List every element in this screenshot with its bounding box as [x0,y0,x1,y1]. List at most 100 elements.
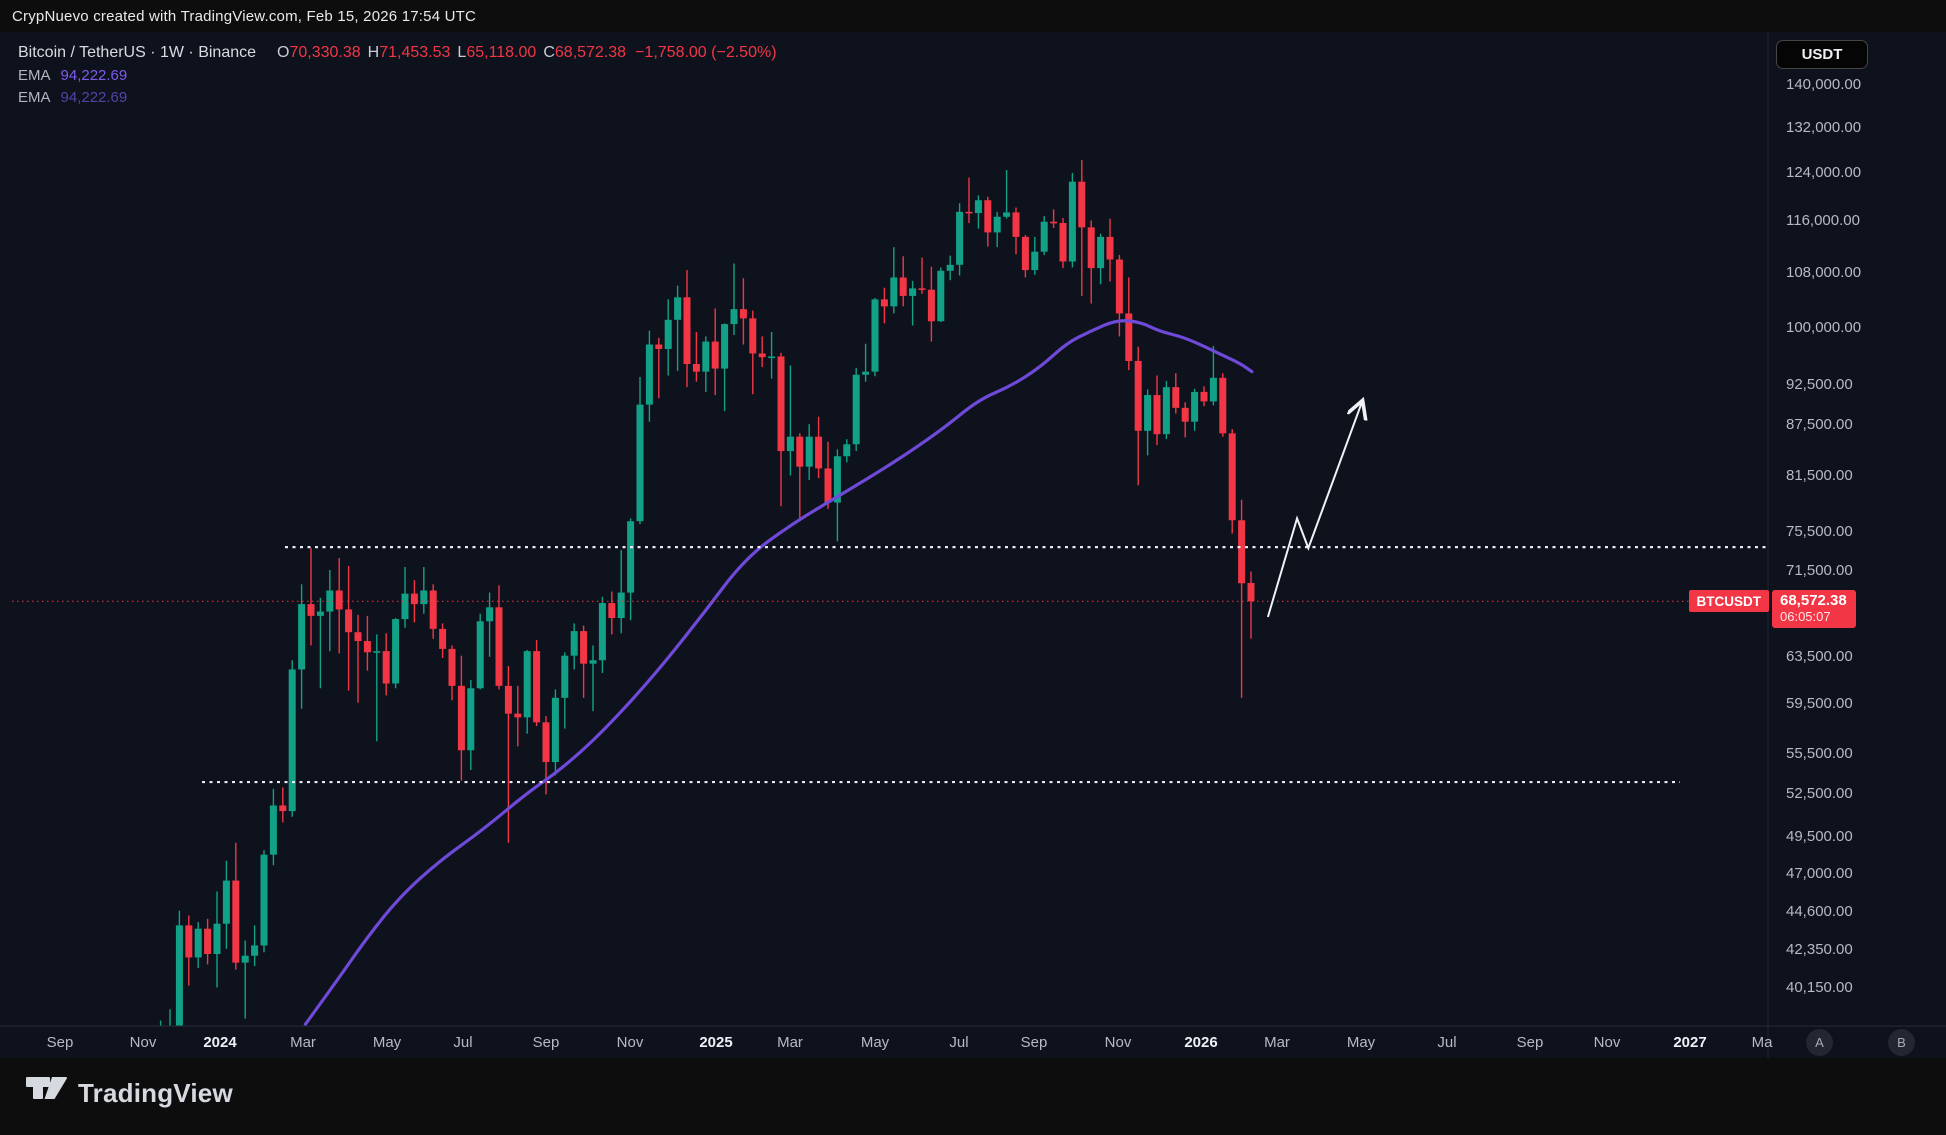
candle-body [974,200,982,214]
candle-body [890,277,898,307]
price-tick-label: 132,000.00 [1786,118,1862,136]
candle-body [946,264,954,271]
candle-body [899,277,907,296]
currency-toggle-button[interactable]: USDT [1776,40,1868,69]
candle-body [589,660,597,664]
candle-body [316,611,324,616]
axis-corner-button-a[interactable]: A [1806,1029,1833,1056]
candle-body [1181,407,1189,422]
candle-body [937,270,945,322]
candle-body [1209,377,1217,402]
candle-body [674,297,682,320]
ohlc-value: 68,572.38 [554,44,627,61]
chart-legend: Bitcoin / TetherUS · 1W · Binance O70,330… [18,44,777,106]
time-tick-label: 2025 [699,1034,733,1051]
price-tick-label: 116,000.00 [1786,212,1860,230]
candle-body [523,651,531,718]
ohlc-letter: O [277,44,290,61]
candle-body [1087,227,1095,269]
candle-body [175,925,183,1026]
time-axis[interactable]: Sep Nov 2024 Mar May Jul Sep Nov 2025 Mar May Jul Se… [0,1026,1946,1059]
candle-body [335,590,343,610]
candle-body [598,603,606,661]
candle-body [354,632,362,642]
tradingview-logo-text: TradingView [78,1077,233,1108]
candle-body [815,436,823,469]
axis-corner-button-b[interactable]: B [1888,1029,1915,1056]
price-tick-label: 140,000.00 [1786,76,1862,94]
time-tick-label: Nov [616,1034,644,1051]
candle-body [420,590,428,605]
candle-body [965,211,973,214]
candle-body [204,928,212,955]
candle-body [768,356,776,359]
candle-body [561,655,569,698]
price-tick-label: 44,600.00 [1786,903,1853,921]
ohlc-letter: C [543,44,555,61]
candle-body [702,341,710,372]
candle-body [1012,212,1020,237]
price-tick-label: 108,000.00 [1786,263,1862,281]
candle-body [1153,395,1161,435]
symbol-price-line-label[interactable]: BTCUSDT [1688,590,1769,613]
candle-body [1050,221,1058,224]
candle-body [833,456,841,503]
time-tick-label: Sep [1020,1034,1048,1051]
ohlc-letter: H [367,44,380,61]
time-tick-label: Sep [532,1034,560,1051]
candle-body [514,713,522,718]
price-tick-label: 124,000.00 [1786,163,1862,181]
candle-body [749,318,757,354]
price-tick-label: 59,500.00 [1786,694,1853,712]
candle-body [786,436,794,452]
projection-arrow-drawing[interactable] [1266,402,1362,618]
price-tick-label: 71,500.00 [1786,562,1853,580]
tradingview-logo-icon [26,1077,67,1099]
ema-legend-row[interactable]: EMA 94,222.69 [18,67,777,84]
ema-legend-value: 94,222.69 [60,89,128,106]
candle-body [843,444,851,457]
candle-body [984,200,992,233]
candle-body [1097,236,1105,269]
candle-body [777,356,785,452]
candle-body [862,371,870,375]
candle-body [382,651,390,684]
candle-body [645,344,653,405]
price-tick-label: 52,500.00 [1786,785,1853,803]
ema-path [303,319,1254,1026]
candle-body [664,319,672,349]
candle-countdown: 06:05:07 [1780,609,1831,625]
chart-pane[interactable] [0,32,1946,1058]
ema-legend-label: EMA [18,67,51,84]
candle-body [871,299,879,372]
time-tick-label: Sep [1516,1034,1544,1051]
candle-body [279,805,287,812]
candle-body [373,651,381,653]
candle-body [1247,582,1255,602]
symbol-title[interactable]: Bitcoin / TetherUS · 1W · Binance [18,44,257,61]
candle-body [796,436,804,467]
candle-body [439,628,447,649]
current-price-tag[interactable]: 68,572.38 06:05:07 [1772,590,1856,629]
candle-body [627,521,635,593]
candle-body [580,631,588,664]
price-axis[interactable]: USDT 140,000.00 132,000.00 124,000.00 116,0… [1768,32,1946,1058]
ohlc-value: 65,118.00 [466,44,537,61]
candle-body [927,289,935,322]
ema-legend-row[interactable]: EMA 94,222.69 [18,89,777,106]
candle-body [1238,520,1246,584]
time-tick-label: 2024 [203,1034,237,1051]
candle-body [392,619,400,684]
ema-line [303,319,1254,1026]
tradingview-logo[interactable]: TradingView [26,1076,233,1110]
time-tick-label: May [860,1034,890,1051]
candle-body [251,945,259,956]
candle-body [213,923,221,955]
candle-body [758,353,766,358]
horizontal-level-lines [12,546,1768,784]
ema-legend-label: EMA [18,89,51,106]
footer-bar [0,1058,1946,1135]
time-tick-label: Sep [46,1034,74,1051]
